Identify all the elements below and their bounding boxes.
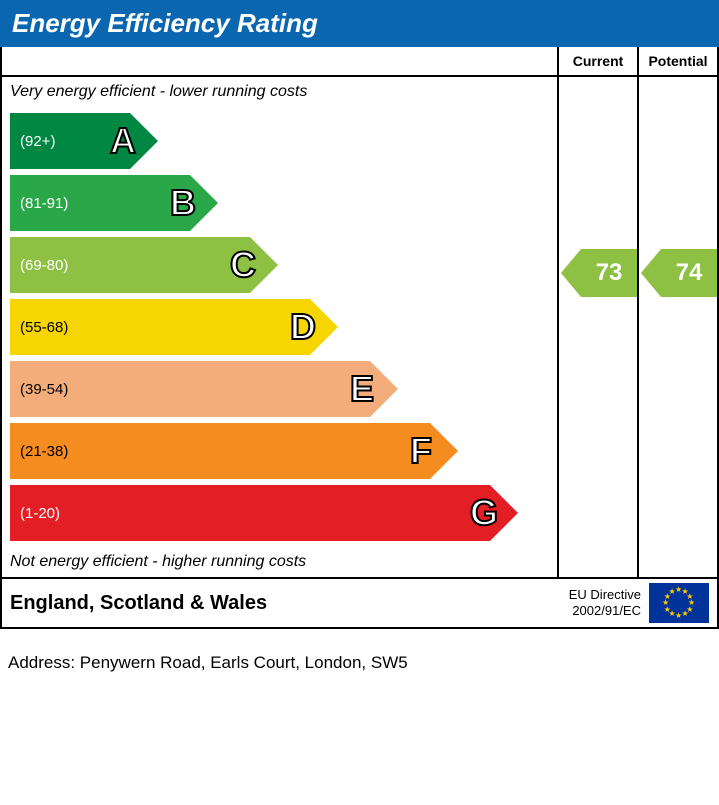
bands-column: Very energy efficient - lower running co… bbox=[2, 77, 557, 577]
band-bar: (69-80) bbox=[10, 237, 250, 293]
header-potential: Potential bbox=[637, 47, 717, 75]
body-wrap: Very energy efficient - lower running co… bbox=[2, 77, 717, 577]
title-text: Energy Efficiency Rating bbox=[12, 8, 318, 38]
header-current: Current bbox=[557, 47, 637, 75]
band-range: (21-38) bbox=[10, 443, 68, 460]
region-text: England, Scotland & Wales bbox=[10, 592, 569, 615]
eu-star-icon: ★ bbox=[675, 611, 682, 620]
band-row: (92+) A bbox=[10, 113, 557, 169]
header-row: Current Potential bbox=[2, 47, 717, 77]
bands-host: (92+) A (81-91) B (69-80) C (55-68) D (39-54) E (2… bbox=[2, 113, 557, 541]
band-range: (92+) bbox=[10, 133, 55, 150]
subtitle-top: Very energy efficient - lower running co… bbox=[2, 77, 557, 107]
band-row: (1-20) G bbox=[10, 485, 557, 541]
band-row: (39-54) E bbox=[10, 361, 557, 417]
band-bar: (1-20) bbox=[10, 485, 490, 541]
band-range: (69-80) bbox=[10, 257, 68, 274]
eu-flag-icon: ★★★★★★★★★★★★ bbox=[649, 583, 709, 623]
band-range: (81-91) bbox=[10, 195, 68, 212]
band-grade: B bbox=[170, 182, 196, 224]
address-line: Address: Penywern Road, Earls Court, Lon… bbox=[0, 629, 719, 681]
eu-line2: 2002/91/EC bbox=[572, 603, 641, 618]
header-spacer bbox=[2, 47, 557, 75]
band-grade: D bbox=[290, 306, 316, 348]
title-bar: Energy Efficiency Rating bbox=[0, 0, 719, 47]
eu-star-icon: ★ bbox=[669, 587, 676, 596]
band-range: (55-68) bbox=[10, 319, 68, 336]
band-row: (55-68) D bbox=[10, 299, 557, 355]
current-column: 73 bbox=[557, 77, 637, 577]
eu-star-icon: ★ bbox=[682, 609, 689, 618]
band-grade: G bbox=[470, 492, 498, 534]
band-bar: (55-68) bbox=[10, 299, 310, 355]
epc-container: Energy Efficiency Rating Current Potenti… bbox=[0, 0, 719, 681]
footer-row: England, Scotland & Wales EU Directive 2… bbox=[2, 577, 717, 627]
chart-area: Current Potential Very energy efficient … bbox=[0, 47, 719, 629]
band-row: (69-80) C bbox=[10, 237, 557, 293]
subtitle-bottom: Not energy efficient - higher running co… bbox=[2, 547, 557, 577]
potential-column: 74 bbox=[637, 77, 717, 577]
current-badge: 73 bbox=[581, 249, 637, 297]
band-grade: F bbox=[410, 430, 432, 472]
potential-badge-value: 74 bbox=[676, 259, 703, 287]
band-range: (1-20) bbox=[10, 505, 60, 522]
current-badge-value: 73 bbox=[596, 259, 623, 287]
eu-directive-text: EU Directive 2002/91/EC bbox=[569, 587, 649, 618]
band-bar: (21-38) bbox=[10, 423, 430, 479]
potential-badge: 74 bbox=[661, 249, 717, 297]
band-bar: (39-54) bbox=[10, 361, 370, 417]
band-row: (81-91) B bbox=[10, 175, 557, 231]
band-bar: (81-91) bbox=[10, 175, 190, 231]
band-range: (39-54) bbox=[10, 381, 68, 398]
band-row: (21-38) F bbox=[10, 423, 557, 479]
eu-line1: EU Directive bbox=[569, 587, 641, 602]
band-grade: E bbox=[350, 368, 374, 410]
band-grade: C bbox=[230, 244, 256, 286]
band-grade: A bbox=[110, 120, 136, 162]
